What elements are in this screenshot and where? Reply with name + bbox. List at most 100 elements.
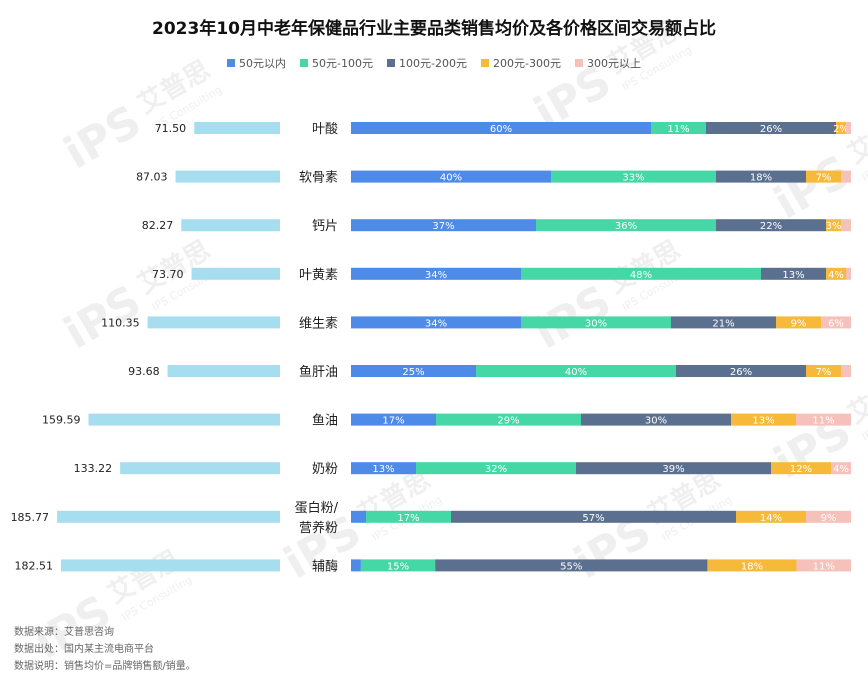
origin-note: 数据出处：国内某主流电商平台 xyxy=(14,644,154,655)
price-label: 133.22 xyxy=(74,462,113,475)
share-label: 3% xyxy=(826,221,842,232)
price-bar xyxy=(191,267,280,280)
watermark-logo: iPS xyxy=(766,146,860,230)
share-label: 39% xyxy=(662,464,684,475)
share-label: 26% xyxy=(760,124,782,135)
share-segment xyxy=(435,559,708,572)
share-segment xyxy=(651,122,706,134)
share-segment xyxy=(707,559,797,572)
legend-item: 200元-300元 xyxy=(480,56,561,70)
share-label: 34% xyxy=(425,318,447,329)
watermark-logo: iPS xyxy=(56,96,150,180)
share-segment xyxy=(846,267,851,280)
share-segment xyxy=(771,462,831,475)
share-segment xyxy=(826,219,841,232)
share-segment xyxy=(351,219,536,232)
share-label: 7% xyxy=(816,173,832,184)
share-label: 40% xyxy=(565,367,587,378)
share-segment xyxy=(806,510,851,523)
price-label: 93.68 xyxy=(128,365,160,378)
share-label: 34% xyxy=(425,270,447,281)
definition-note: 数据说明：销售均价=品牌销售额/销量。 xyxy=(14,661,196,672)
share-segment xyxy=(351,510,366,523)
share-segment xyxy=(351,170,551,183)
share-label: 2% xyxy=(833,124,849,135)
chart-title: 2023年10月中老年保健品行业主要品类销售均价及各价格区间交易额占比 xyxy=(152,19,716,39)
share-label: 36% xyxy=(615,221,637,232)
share-label: 25% xyxy=(402,367,424,378)
price-bar xyxy=(120,462,280,475)
category-label: 叶黄素 xyxy=(299,268,338,283)
share-segment xyxy=(776,316,821,329)
share-label: 37% xyxy=(432,221,454,232)
share-segment xyxy=(551,170,716,183)
price-label: 82.27 xyxy=(142,219,174,232)
share-label: 18% xyxy=(741,561,763,572)
share-segment xyxy=(351,122,651,134)
share-label: 17% xyxy=(397,513,419,524)
share-segment xyxy=(351,365,476,377)
share-segment xyxy=(836,122,846,134)
share-segment xyxy=(716,170,806,183)
share-label: 13% xyxy=(782,270,804,281)
share-label: 11% xyxy=(812,416,834,427)
category-label: 软骨素 xyxy=(299,171,338,186)
category-label: 鱼油 xyxy=(312,413,338,429)
price-bar xyxy=(88,413,280,426)
price-label: 71.50 xyxy=(155,122,187,135)
share-label: 18% xyxy=(750,173,772,184)
category-label: 叶酸 xyxy=(312,122,338,137)
share-segment xyxy=(841,365,851,377)
share-segment xyxy=(351,267,521,280)
price-label: 159.59 xyxy=(42,414,81,427)
share-segment xyxy=(796,559,851,572)
share-label: 9% xyxy=(821,513,837,524)
legend-item: 300元以上 xyxy=(574,56,641,70)
share-segment xyxy=(841,219,851,232)
share-label: 55% xyxy=(560,561,582,572)
legend-swatch xyxy=(387,59,396,67)
legend-label: 300元以上 xyxy=(586,57,641,70)
share-segment xyxy=(360,559,436,572)
legend-label: 50元-100元 xyxy=(312,57,374,70)
share-label: 13% xyxy=(752,416,774,427)
source-note: 数据来源：艾普思咨询 xyxy=(14,627,114,638)
share-segment xyxy=(351,413,436,426)
share-segment xyxy=(351,462,416,475)
category-label: 维生素 xyxy=(299,316,338,331)
legend-swatch xyxy=(227,59,236,67)
legend-label: 200元-300元 xyxy=(492,57,561,70)
share-segment xyxy=(436,413,581,426)
price-bar xyxy=(57,510,280,523)
category-label: 钙片 xyxy=(312,219,338,234)
share-segment xyxy=(451,510,736,523)
share-segment xyxy=(841,170,851,183)
legend-swatch xyxy=(574,59,583,67)
share-label: 57% xyxy=(582,513,604,524)
legend-swatch xyxy=(300,59,309,67)
share-label: 26% xyxy=(730,367,752,378)
share-segment xyxy=(366,510,451,523)
price-bar xyxy=(194,122,280,134)
share-segment xyxy=(671,316,776,329)
category-label: 营养粉 xyxy=(299,520,338,536)
price-label: 185.77 xyxy=(11,511,50,524)
share-segment xyxy=(536,219,716,232)
share-segment xyxy=(706,122,836,134)
share-segment xyxy=(716,219,826,232)
category-label: 鱼肝油 xyxy=(299,364,338,380)
share-label: 9% xyxy=(791,318,807,329)
share-label: 40% xyxy=(440,173,462,184)
share-segment xyxy=(821,316,851,329)
share-segment xyxy=(796,413,851,426)
share-segment xyxy=(826,267,846,280)
share-segment xyxy=(521,267,761,280)
share-label: 22% xyxy=(760,221,782,232)
share-segment xyxy=(761,267,826,280)
share-label: 12% xyxy=(790,464,812,475)
